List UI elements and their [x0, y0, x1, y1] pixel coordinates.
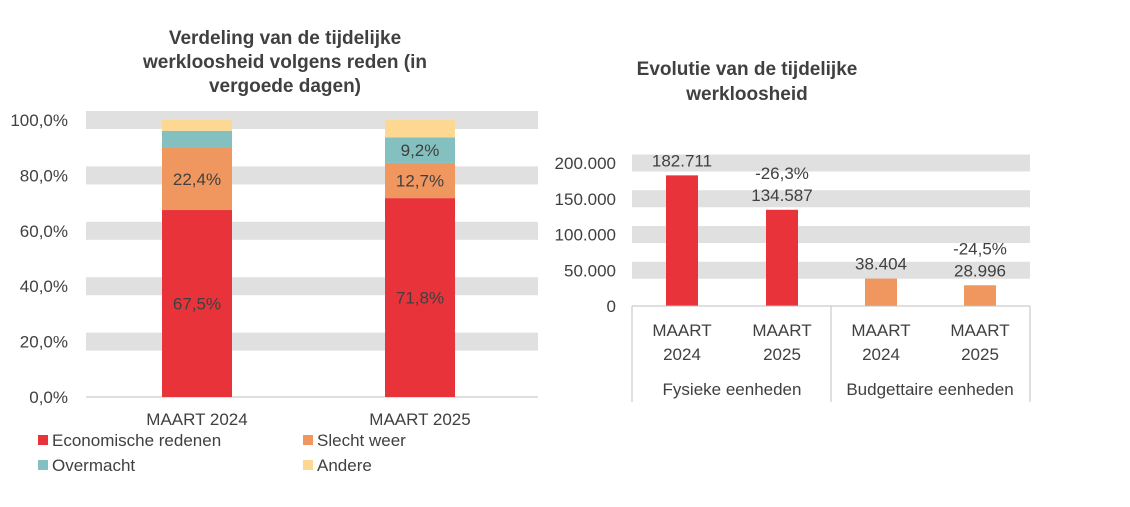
bar-segment — [385, 137, 455, 163]
x-tick-label: MAART 2024 — [146, 410, 247, 429]
data-label: 28.996 — [954, 261, 1006, 280]
y-tick-label: 0,0% — [29, 388, 68, 407]
x-tick-label: MAART — [752, 321, 811, 340]
y-tick-label: 150.000 — [555, 190, 616, 209]
legend-label: Andere — [317, 456, 372, 475]
gridband — [86, 166, 538, 185]
legend-swatch — [38, 435, 48, 445]
data-label: 9,2% — [401, 141, 440, 160]
bar-segment — [385, 198, 455, 397]
gridband — [86, 221, 538, 240]
bar-segment — [385, 120, 455, 138]
data-label: 22,4% — [173, 170, 221, 189]
gridband — [86, 332, 538, 351]
bar-segment — [162, 210, 232, 397]
y-tick-label: 0 — [607, 297, 616, 316]
gridband — [86, 111, 538, 129]
gridband — [632, 261, 1030, 279]
distribution-chart: Verdeling van de tijdelijke werkloosheid … — [10, 28, 538, 475]
y-tick-label: 100,0% — [10, 111, 68, 130]
bar-segment — [162, 120, 232, 131]
x-tick-label: 2025 — [763, 345, 801, 364]
bar — [964, 285, 996, 306]
chart-title: vergoede dagen) — [209, 76, 361, 97]
bar-segment — [162, 130, 232, 148]
x-tick-label: 2025 — [961, 345, 999, 364]
data-label: 67,5% — [173, 295, 221, 314]
group-label: Fysieke eenheden — [663, 380, 802, 399]
legend-swatch — [303, 460, 313, 470]
bar-segment — [162, 147, 232, 211]
chart-title: Evolutie van de tijdelijke — [637, 59, 858, 80]
bar-segment — [385, 162, 455, 199]
bar — [865, 278, 897, 306]
chart-title: werkloosheid volgens reden (in — [142, 52, 427, 73]
x-tick-label: 2024 — [663, 345, 701, 364]
y-tick-label: 100.000 — [555, 226, 616, 245]
x-tick-label: 2024 — [862, 345, 900, 364]
group-label: Budgettaire eenheden — [846, 380, 1013, 399]
legend-label: Slecht weer — [317, 431, 406, 450]
data-label: 134.587 — [751, 186, 812, 205]
y-tick-label: 50.000 — [564, 261, 616, 280]
data-label: 71,8% — [396, 289, 444, 308]
y-tick-label: 200.000 — [555, 154, 616, 173]
bar — [766, 209, 798, 306]
data-label: 182.711 — [652, 151, 712, 170]
x-tick-label: MAART — [950, 321, 1009, 340]
gridband — [86, 277, 538, 296]
bar — [666, 175, 698, 306]
legend-label: Overmacht — [52, 456, 135, 475]
x-tick-label: MAART — [652, 321, 711, 340]
data-label: 12,7% — [396, 172, 444, 191]
legend-label: Economische redenen — [52, 431, 221, 450]
y-tick-label: 40,0% — [20, 277, 68, 296]
y-tick-label: 60,0% — [20, 222, 68, 241]
gridband — [632, 154, 1030, 172]
legend-swatch — [303, 435, 313, 445]
legend-swatch — [38, 460, 48, 470]
chart-title: Verdeling van de tijdelijke — [169, 28, 401, 49]
change-label: -24,5% — [953, 239, 1007, 258]
y-tick-label: 20,0% — [20, 333, 68, 352]
x-tick-label: MAART — [851, 321, 910, 340]
chart-title: werkloosheid — [685, 84, 807, 105]
gridband — [632, 226, 1030, 243]
change-label: -26,3% — [755, 164, 809, 183]
evolution-chart: Evolutie van de tijdelijke werkloosheid 0 5… — [555, 59, 1031, 402]
gridband — [632, 190, 1030, 208]
x-tick-label: MAART 2025 — [369, 410, 470, 429]
y-tick-label: 80,0% — [20, 166, 68, 185]
data-label: 38.404 — [855, 255, 907, 274]
